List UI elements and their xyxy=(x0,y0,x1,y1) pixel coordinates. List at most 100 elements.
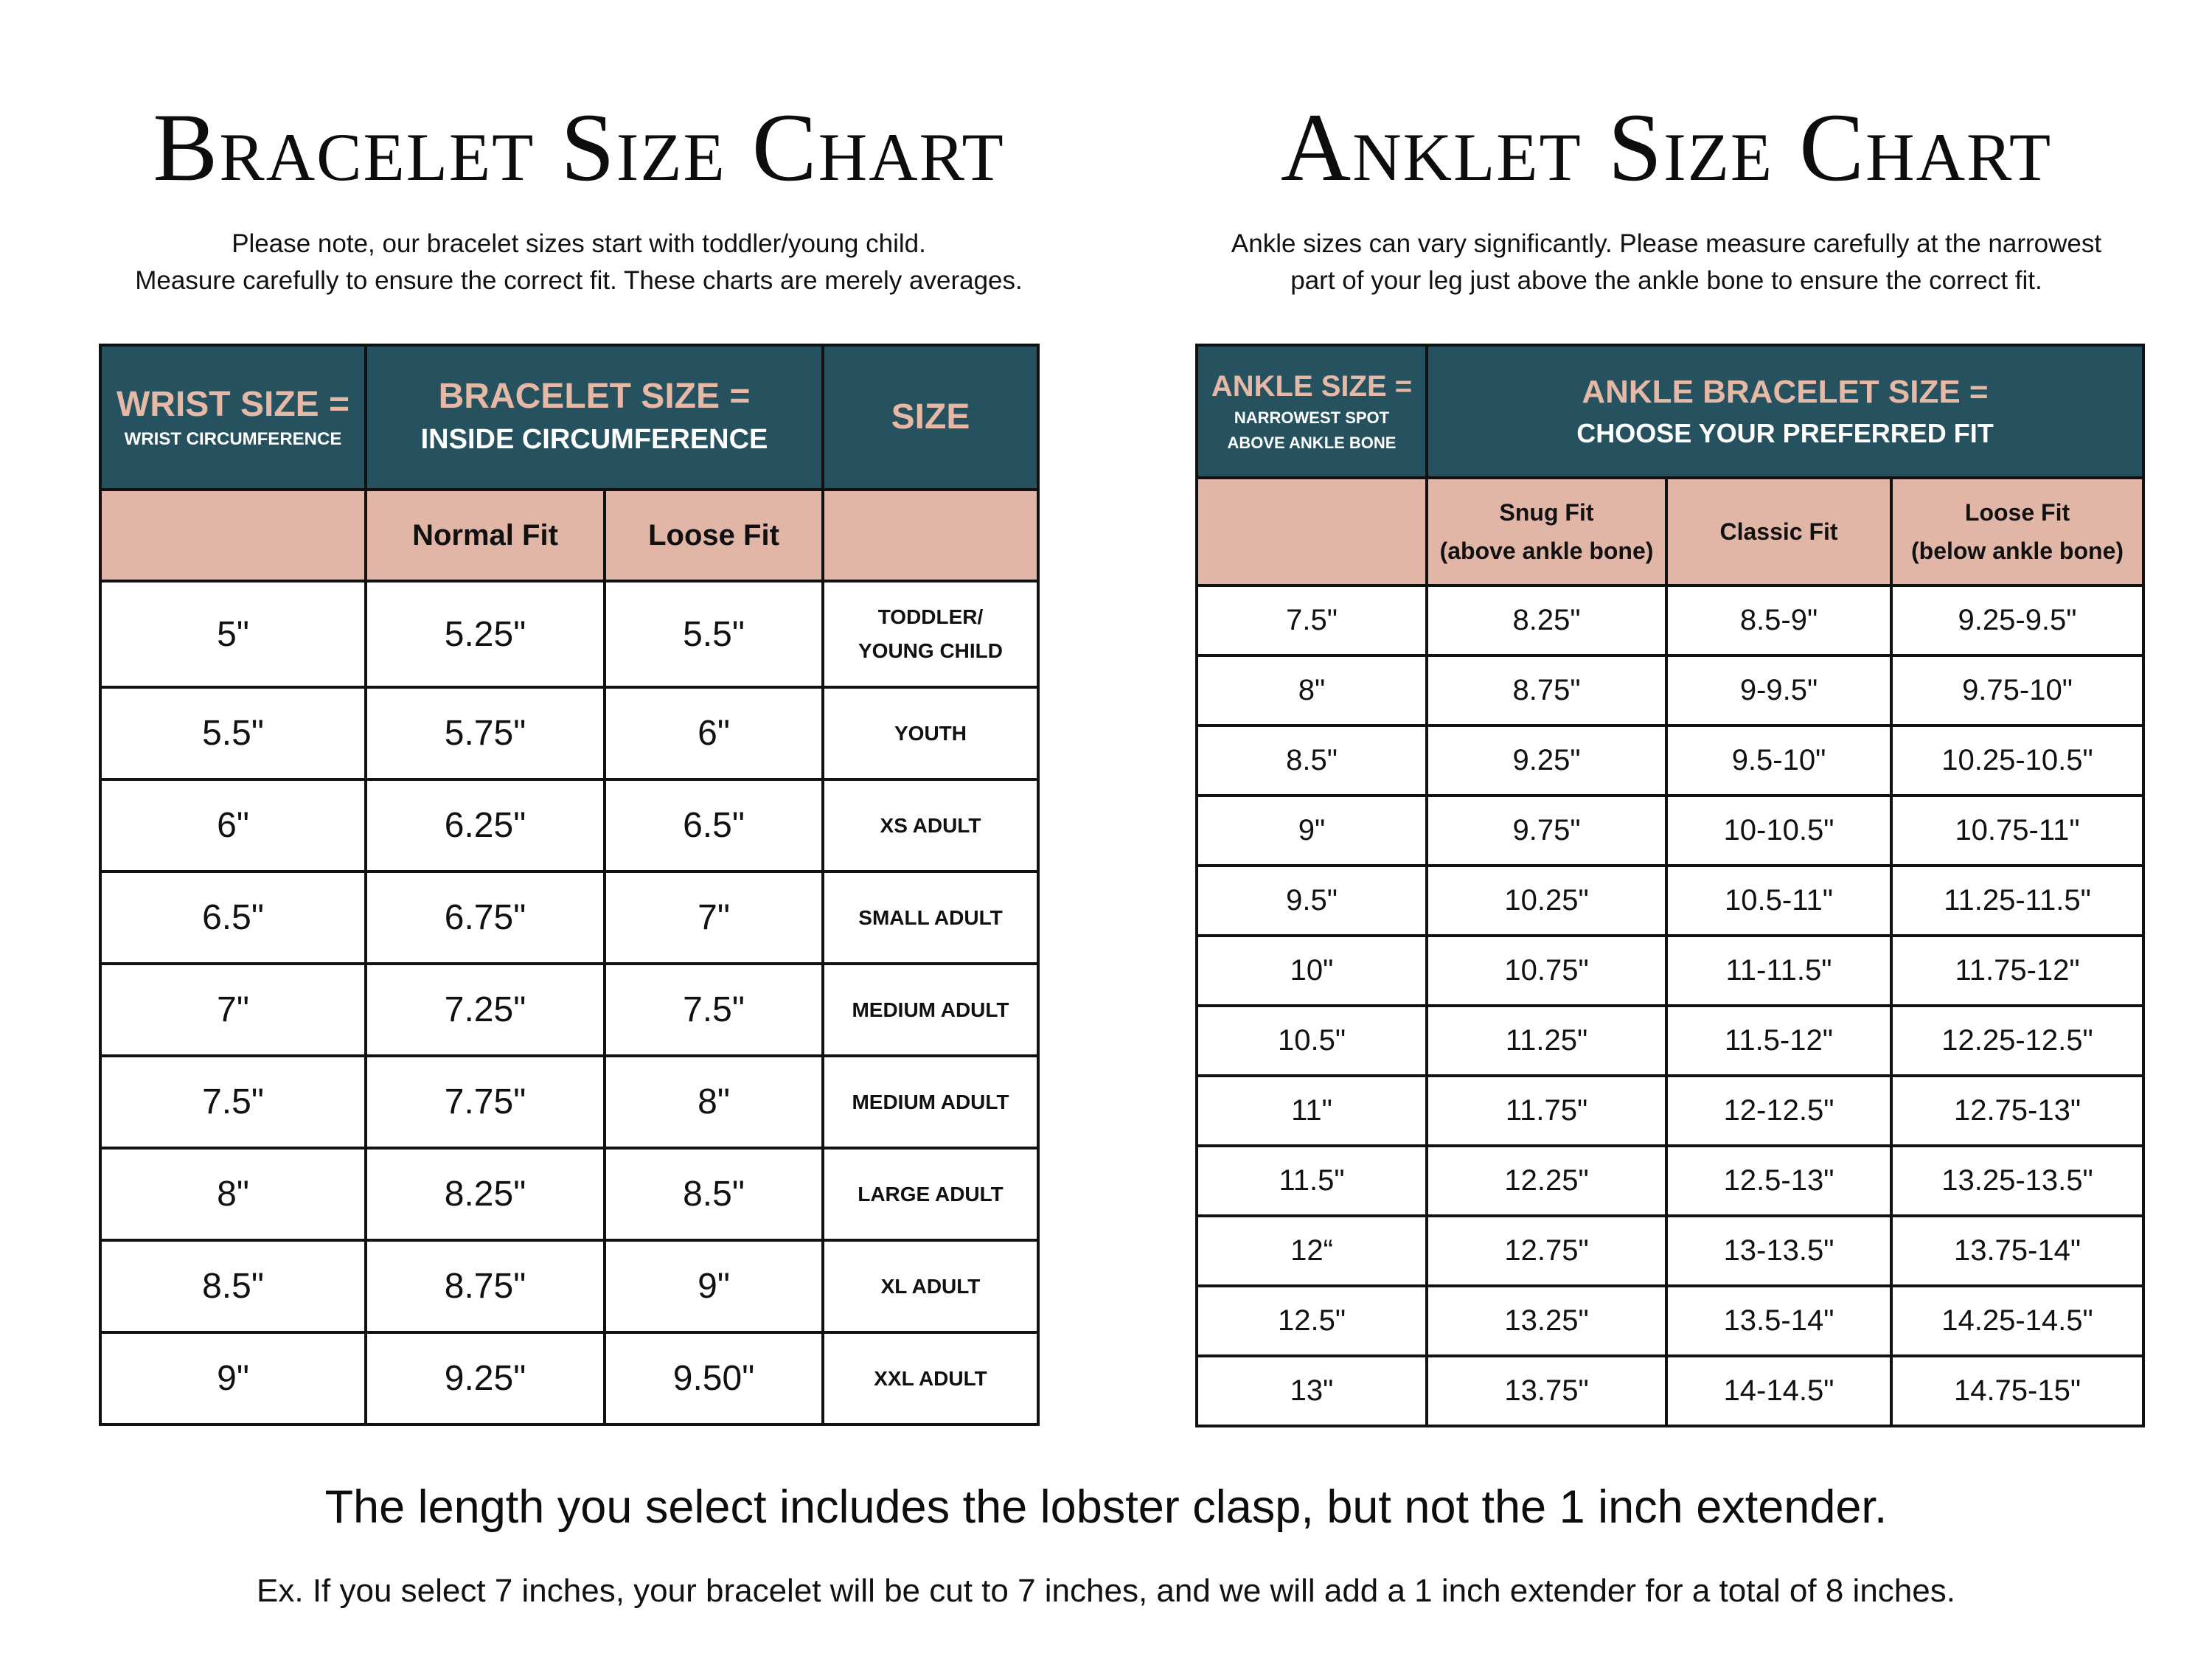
loose-fit-header: Loose Fit xyxy=(603,488,824,582)
ankle-size-cell: 10" xyxy=(1195,934,1428,1007)
classic-fit-cell: 11.5-12" xyxy=(1665,1004,1893,1077)
ankle-size-header: ANKLE SIZE = NARROWEST SPOT ABOVE ANKLE … xyxy=(1195,344,1428,479)
size-header-label: SIZE xyxy=(891,397,970,437)
table-row: 13" 13.75" 14-14.5" 14.75-15" xyxy=(1195,1354,2146,1427)
normal-fit-cell: 7.75" xyxy=(364,1054,606,1150)
loose-fit-cell: 14.75-15" xyxy=(1889,1354,2146,1427)
loose-fit-cell: 9.50" xyxy=(603,1331,824,1426)
ankle-size-cell: 11.5" xyxy=(1195,1144,1428,1217)
ankle-bracelet-size-header: ANKLE BRACELET SIZE = CHOOSE YOUR PREFER… xyxy=(1425,344,2146,479)
table-row: 5.5" 5.75" 6" YOUTH xyxy=(99,686,1040,781)
ankle-size-cell: 13" xyxy=(1195,1354,1428,1427)
wrist-size-cell: 5" xyxy=(99,580,367,689)
classic-fit-cell: 12.5-13" xyxy=(1665,1144,1893,1217)
snug-fit-cell: 12.75" xyxy=(1425,1214,1668,1287)
extender-example-note: Ex. If you select 7 inches, your bracele… xyxy=(257,1573,1955,1609)
loose-fit-header-line-2: (below ankle bone) xyxy=(1910,538,2124,564)
snug-fit-cell: 8.25" xyxy=(1425,584,1668,657)
wrist-size-cell: 8.5" xyxy=(99,1239,367,1334)
classic-fit-cell: 10-10.5" xyxy=(1665,794,1893,867)
clasp-extender-note: The length you select includes the lobst… xyxy=(324,1481,1888,1533)
anklet-size-table: ANKLE SIZE = NARROWEST SPOT ABOVE ANKLE … xyxy=(1195,344,2146,1427)
table-row: 9" 9.25" 9.50" XXL ADULT xyxy=(99,1331,1040,1426)
table-row: 7.5" 7.75" 8" MEDIUM ADULT xyxy=(99,1054,1040,1150)
subheader-empty-cell xyxy=(1195,476,1428,587)
size-label-cell: TODDLER/ YOUNG CHILD xyxy=(821,580,1040,689)
snug-fit-cell: 13.75" xyxy=(1425,1354,1668,1427)
wrist-size-header: WRIST SIZE = WRIST CIRCUMFERENCE xyxy=(99,344,367,491)
size-label-cell: YOUTH xyxy=(821,686,1040,781)
snug-fit-cell: 11.75" xyxy=(1425,1074,1668,1147)
classic-fit-cell: 12-12.5" xyxy=(1665,1074,1893,1147)
table-row: 12“ 12.75" 13-13.5" 13.75-14" xyxy=(1195,1214,2146,1287)
ankle-bracelet-size-header-label: ANKLE BRACELET SIZE = xyxy=(1582,374,1989,410)
bracelet-size-table: WRIST SIZE = WRIST CIRCUMFERENCE BRACELE… xyxy=(99,344,1040,1426)
wrist-size-cell: 7" xyxy=(99,962,367,1057)
loose-fit-header: Loose Fit (below ankle bone) xyxy=(1889,476,2146,587)
normal-fit-cell: 8.75" xyxy=(364,1239,606,1334)
table-row: 11" 11.75" 12-12.5" 12.75-13" xyxy=(1195,1074,2146,1147)
wrist-size-cell: 7.5" xyxy=(99,1054,367,1150)
loose-fit-cell: 14.25-14.5" xyxy=(1889,1284,2146,1357)
loose-fit-cell: 13.75-14" xyxy=(1889,1214,2146,1287)
snug-fit-cell: 8.75" xyxy=(1425,654,1668,727)
loose-fit-cell: 8.5" xyxy=(603,1147,824,1242)
wrist-size-cell: 9" xyxy=(99,1331,367,1426)
table-row: 10.5" 11.25" 11.5-12" 12.25-12.5" xyxy=(1195,1004,2146,1077)
snug-fit-cell: 10.25" xyxy=(1425,864,1668,937)
bracelet-header-row: WRIST SIZE = WRIST CIRCUMFERENCE BRACELE… xyxy=(99,344,1040,491)
table-row: 8.5" 8.75" 9" XL ADULT xyxy=(99,1239,1040,1334)
size-label-cell: SMALL ADULT xyxy=(821,870,1040,965)
loose-fit-cell: 12.25-12.5" xyxy=(1889,1004,2146,1077)
wrist-size-header-label: WRIST SIZE = xyxy=(116,385,350,424)
table-row: 9" 9.75" 10-10.5" 10.75-11" xyxy=(1195,794,2146,867)
loose-fit-cell: 9.25-9.5" xyxy=(1889,584,2146,657)
table-row: 7.5" 8.25" 8.5-9" 9.25-9.5" xyxy=(1195,584,2146,657)
loose-fit-cell: 7" xyxy=(603,870,824,965)
snug-fit-cell: 11.25" xyxy=(1425,1004,1668,1077)
table-row: 11.5" 12.25" 12.5-13" 13.25-13.5" xyxy=(1195,1144,2146,1217)
size-label-cell: MEDIUM ADULT xyxy=(821,962,1040,1057)
table-row: 7" 7.25" 7.5" MEDIUM ADULT xyxy=(99,962,1040,1057)
normal-fit-cell: 6.25" xyxy=(364,778,606,873)
bracelet-note: Please note, our bracelet sizes start wi… xyxy=(52,226,1106,299)
ankle-size-cell: 11" xyxy=(1195,1074,1428,1147)
snug-fit-cell: 12.25" xyxy=(1425,1144,1668,1217)
table-row: 6.5" 6.75" 7" SMALL ADULT xyxy=(99,870,1040,965)
ankle-bracelet-size-header-sub: CHOOSE YOUR PREFERRED FIT xyxy=(1576,418,1994,448)
bracelet-subheader-row: Normal Fit Loose Fit xyxy=(99,488,1040,582)
normal-fit-cell: 8.25" xyxy=(364,1147,606,1242)
table-row: 8" 8.75" 9-9.5" 9.75-10" xyxy=(1195,654,2146,727)
snug-fit-cell: 10.75" xyxy=(1425,934,1668,1007)
ankle-size-cell: 9" xyxy=(1195,794,1428,867)
classic-fit-cell: 9-9.5" xyxy=(1665,654,1893,727)
bracelet-chart-title: Bracelet Size Chart xyxy=(153,93,1005,201)
anklet-note-line-1: Ankle sizes can vary significantly. Plea… xyxy=(1231,229,2102,258)
size-header: SIZE xyxy=(821,344,1040,491)
snug-fit-header: Snug Fit (above ankle bone) xyxy=(1425,476,1668,587)
subheader-empty-cell xyxy=(99,488,367,582)
wrist-size-cell: 5.5" xyxy=(99,686,367,781)
wrist-size-cell: 6.5" xyxy=(99,870,367,965)
classic-fit-cell: 13-13.5" xyxy=(1665,1214,1893,1287)
bracelet-size-header-sub: INSIDE CIRCUMFERENCE xyxy=(420,424,768,455)
ankle-size-header-sub-1: NARROWEST SPOT xyxy=(1234,408,1390,427)
normal-fit-cell: 5.75" xyxy=(364,686,606,781)
loose-fit-cell: 6" xyxy=(603,686,824,781)
loose-fit-cell: 12.75-13" xyxy=(1889,1074,2146,1147)
table-row: 6" 6.25" 6.5" XS ADULT xyxy=(99,778,1040,873)
normal-fit-cell: 9.25" xyxy=(364,1331,606,1426)
size-label-cell: XS ADULT xyxy=(821,778,1040,873)
ankle-size-cell: 8" xyxy=(1195,654,1428,727)
anklet-note: Ankle sizes can vary significantly. Plea… xyxy=(1143,226,2190,299)
wrist-size-header-sub: WRIST CIRCUMFERENCE xyxy=(124,429,342,449)
normal-fit-header: Normal Fit xyxy=(364,488,606,582)
ankle-size-cell: 7.5" xyxy=(1195,584,1428,657)
loose-fit-cell: 6.5" xyxy=(603,778,824,873)
normal-fit-cell: 5.25" xyxy=(364,580,606,689)
classic-fit-header: Classic Fit xyxy=(1665,476,1893,587)
snug-fit-cell: 13.25" xyxy=(1425,1284,1668,1357)
snug-fit-header-line-1: Snug Fit xyxy=(1499,499,1594,526)
anklet-chart-title: Anklet Size Chart xyxy=(1280,93,2053,201)
size-label-cell: XXL ADULT xyxy=(821,1331,1040,1426)
